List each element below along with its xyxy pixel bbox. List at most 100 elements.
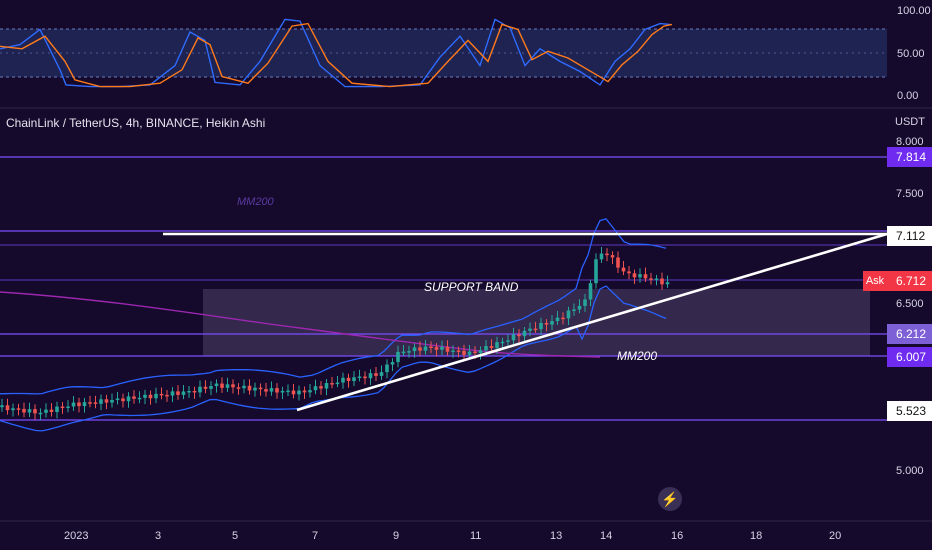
candle-body-78	[429, 346, 433, 348]
candle-body-59	[325, 383, 329, 388]
candle-body-71	[391, 362, 395, 364]
price-tag-6212[interactable]: 6.212	[887, 324, 932, 344]
candle-body-77	[424, 346, 428, 350]
candle-body-98	[539, 323, 543, 329]
candle-body-93	[512, 334, 516, 340]
candle-body-115	[633, 273, 637, 277]
candle-body-65	[358, 377, 362, 379]
candle-body-92	[506, 340, 510, 342]
candle-body-54	[297, 391, 301, 395]
candle-body-9	[50, 410, 54, 412]
candle-body-104	[572, 309, 576, 311]
candle-body-119	[655, 279, 659, 281]
symbol-legend[interactable]: ChainLink / TetherUS, 4h, BINANCE, Heiki…	[6, 116, 265, 130]
candle-body-40	[220, 384, 224, 388]
candle-body-36	[198, 387, 202, 393]
time-label-11: 11	[470, 530, 481, 542]
candle-body-24	[132, 396, 136, 398]
mm200-label-upper[interactable]: MM200	[237, 196, 275, 208]
candle-body-90	[495, 342, 499, 348]
candle-body-73	[402, 352, 406, 354]
candle-body-16	[88, 402, 92, 404]
candle-body-0	[0, 405, 4, 407]
candle-body-31	[171, 391, 175, 395]
candle-body-4	[22, 409, 26, 413]
candle-body-46	[253, 388, 257, 391]
candle-body-18	[99, 399, 103, 404]
candle-body-32	[176, 391, 180, 395]
candle-body-50	[275, 388, 279, 392]
candle-body-120	[660, 279, 664, 285]
time-label-18: 18	[750, 530, 762, 542]
ask-label[interactable]: Ask	[863, 271, 887, 291]
ask-price-tag[interactable]: 6.712	[887, 271, 932, 291]
candle-body-39	[215, 384, 219, 387]
price-tag-7112[interactable]: 7.112	[887, 226, 932, 246]
candle-body-22	[121, 398, 125, 401]
candle-body-96	[528, 329, 532, 331]
candle-body-94	[517, 334, 521, 336]
candle-body-91	[501, 342, 505, 344]
candle-body-121	[666, 282, 670, 284]
candle-body-113	[622, 268, 626, 272]
osc-tick-0: 0.00	[897, 90, 918, 102]
candle-body-17	[94, 402, 98, 404]
candle-body-57	[314, 386, 318, 390]
candle-body-116	[638, 274, 642, 277]
candle-body-33	[182, 392, 186, 395]
candle-body-20	[110, 400, 114, 403]
candle-body-75	[413, 347, 417, 351]
price-tag-5523[interactable]: 5.523	[887, 401, 932, 421]
candle-body-103	[567, 311, 571, 319]
price-tag-6007[interactable]: 6.007	[887, 347, 932, 367]
candle-body-7	[39, 413, 43, 415]
candle-body-34	[187, 391, 191, 393]
candle-body-23	[127, 396, 131, 401]
candle-body-63	[347, 378, 351, 381]
candle-body-55	[303, 391, 307, 393]
osc-tick-50: 50.00	[897, 48, 925, 60]
candle-body-48	[264, 389, 268, 391]
candle-body-79	[435, 347, 439, 350]
time-label-2023: 2023	[64, 530, 88, 542]
candle-body-62	[341, 378, 345, 383]
candle-body-67	[369, 373, 373, 378]
candle-body-95	[523, 331, 527, 336]
candle-body-44	[242, 386, 246, 388]
lightning-icon[interactable]: ⚡	[658, 487, 682, 511]
candle-body-88	[484, 346, 488, 350]
osc-tick-100: 100.00	[897, 5, 931, 17]
candle-body-97	[534, 329, 538, 331]
candle-body-21	[116, 398, 120, 400]
support-band-rect[interactable]	[203, 289, 870, 356]
candle-body-102	[561, 318, 565, 320]
candle-body-53	[292, 391, 296, 395]
candle-body-114	[627, 271, 631, 273]
price-tick-6500: 6.500	[896, 298, 924, 310]
mm200-label-lower[interactable]: MM200	[617, 349, 657, 363]
candle-body-69	[380, 372, 384, 376]
time-label-13: 13	[550, 530, 562, 542]
price-tick-7500: 7.500	[896, 188, 924, 200]
time-label-9: 9	[393, 530, 399, 542]
candle-body-118	[649, 278, 653, 280]
candle-body-89	[490, 346, 494, 348]
candle-body-37	[204, 387, 208, 389]
candle-body-87	[479, 350, 483, 353]
candle-body-81	[446, 347, 450, 352]
candle-body-35	[193, 391, 197, 393]
candle-body-68	[374, 373, 378, 376]
candle-body-85	[468, 352, 472, 355]
candle-body-80	[440, 347, 444, 350]
candle-body-14	[77, 403, 81, 407]
candle-body-19	[105, 399, 109, 402]
candle-body-42	[231, 384, 235, 387]
price-tag-7814[interactable]: 7.814	[887, 147, 932, 167]
candle-body-111	[611, 255, 615, 257]
support-band-label[interactable]: SUPPORT BAND	[424, 280, 519, 294]
time-label-16: 16	[671, 530, 683, 542]
candle-body-26	[143, 395, 147, 398]
candle-body-13	[72, 403, 76, 407]
time-label-20: 20	[829, 530, 841, 542]
